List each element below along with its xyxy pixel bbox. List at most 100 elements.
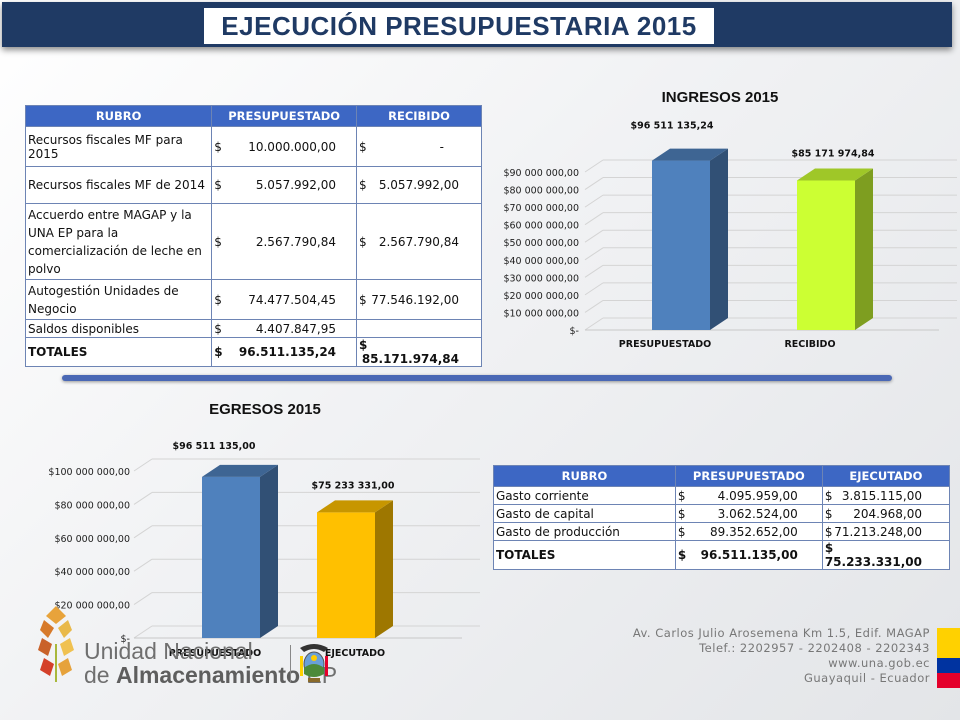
ecuador-coat-of-arms-icon [300, 644, 328, 682]
title-bar: EJECUCIÓN PRESUPUESTARIA 2015 [2, 2, 952, 47]
logo-text-line2: de Almacenamiento EP [84, 662, 337, 689]
gridline-depth [584, 159, 604, 173]
currency-symbol: $ [677, 548, 687, 562]
y-tick-label: $50 000 000,00 [503, 238, 579, 249]
table-row: Autogestión Unidades de Negocio $74.477.… [24, 279, 482, 320]
y-tick-label: $40 000 000,00 [503, 256, 579, 267]
amount: 96.511.135,00 [700, 548, 798, 562]
row-ejecutado: $71.213.248,00 [821, 522, 951, 541]
gridline-depth [584, 229, 604, 243]
gridline-depth [133, 525, 153, 539]
logo-text-line1: Unidad Nacional [84, 638, 253, 664]
logo-text-de: de [84, 662, 116, 688]
table-row: Saldos disponibles $4.407.847,95 [24, 319, 482, 338]
table-row: Gasto corriente $4.095.959,00 $3.815.115… [493, 486, 951, 505]
y-tick-label: $10 000 000,00 [503, 308, 579, 319]
currency-symbol: $ [359, 338, 368, 352]
row-presupuestado: $4.095.959,00 [674, 486, 823, 505]
amount: 2.567.790,84 [255, 234, 337, 249]
currency-symbol: $ [824, 506, 833, 521]
bar-top [652, 148, 728, 161]
amount: 85.171.974,84 [361, 352, 459, 366]
amount: 10.000.000,00 [248, 139, 337, 154]
bar-front [202, 476, 260, 638]
egresos-chart: EGRESOS 2015 $- $20 000 000,00 $40 000 000,… [48, 401, 480, 659]
bar-front [652, 160, 710, 330]
bar-side [260, 464, 278, 638]
table-row: Gasto de producción $89.352.652,00 $71.2… [493, 522, 951, 541]
contact-address-block: Av. Carlos Julio Arosemena Km 1.5, Edif.… [633, 626, 930, 686]
currency-symbol: $ [214, 292, 222, 307]
amount: 5.057.992,00 [378, 178, 459, 192]
row-ejecutado: $204.968,00 [821, 504, 951, 523]
bar-top [797, 168, 873, 181]
gridline-depth [133, 625, 153, 639]
bar-side [375, 500, 393, 638]
bar-side [855, 168, 873, 330]
city-line: Guayaquil - Ecuador [803, 671, 930, 685]
table-header-row: RUBRO PRESUPUESTADO EJECUTADO [493, 465, 951, 487]
gridline-depth [584, 247, 604, 261]
y-tick-label: $80 000 000,00 [54, 500, 130, 511]
gridline-depth [584, 282, 604, 296]
gridline-depth [133, 592, 153, 606]
y-tick-label: $80 000 000,00 [503, 186, 579, 197]
gridline-depth [584, 264, 604, 278]
bar-front [797, 180, 855, 330]
data-label: $85 171 974,84 [792, 148, 875, 159]
y-tick-label: $60 000 000,00 [503, 221, 579, 232]
currency-symbol: $ [824, 524, 833, 539]
table-row: Recursos fiscales MF de 2014 $5.057.992,… [24, 166, 482, 204]
y-tick-label: $- [570, 326, 579, 337]
row-rubro: Recursos fiscales MF de 2014 [24, 166, 213, 204]
currency-symbol: $ [359, 139, 367, 154]
header-rubro: RUBRO [24, 105, 213, 127]
amount: 4.095.959,00 [717, 488, 798, 503]
row-rubro: Gasto de producción [493, 522, 676, 541]
amount: 74.477.504,45 [248, 292, 337, 307]
y-tick-label: $30 000 000,00 [503, 273, 579, 284]
data-label: $96 511 135,24 [631, 121, 714, 132]
bar-side [710, 148, 728, 330]
currency-symbol: $ [214, 321, 222, 336]
totals-label: TOTALES [24, 337, 213, 367]
row-rubro: Autogestión Unidades de Negocio [24, 279, 213, 320]
currency-symbol: $ [824, 541, 834, 555]
address-line: Av. Carlos Julio Arosemena Km 1.5, Edif.… [632, 626, 930, 640]
header-ejecutado: EJECUTADO [821, 465, 951, 487]
row-recibido: $5.057.992,00 [356, 166, 482, 204]
currency-symbol: $ [677, 488, 686, 503]
y-tick-label: $40 000 000,00 [54, 567, 130, 578]
row-presupuestado: $89.352.652,00 [674, 522, 823, 541]
chart-title: EGRESOS 2015 [209, 401, 321, 418]
una-logo-icon [38, 606, 74, 682]
currency-symbol: $ [359, 178, 367, 192]
gridline-depth [133, 558, 153, 572]
table-header-row: RUBRO PRESUPUESTADO RECIBIDO [24, 105, 482, 127]
chart-title: INGRESOS 2015 [662, 89, 779, 106]
row-rubro: Gasto corriente [493, 486, 676, 505]
gridline-depth [584, 300, 604, 313]
amount: 4.407.847,95 [255, 321, 337, 336]
ingresos-chart: INGRESOS 2015 $- $10 000 000,00 $20 000 000… [503, 89, 957, 350]
row-ejecutado: $3.815.115,00 [821, 486, 951, 505]
currency-symbol: $ [214, 178, 222, 192]
egresos-table: RUBRO PRESUPUESTADO EJECUTADO Gasto corr… [493, 465, 951, 570]
gridline-depth [133, 491, 153, 505]
row-rubro: Recursos fiscales MF para 2015 [24, 126, 213, 167]
amount: 5.057.992,00 [255, 178, 337, 192]
header-presupuestado: PRESUPUESTADO [211, 105, 358, 127]
amount: 3.815.115,00 [841, 488, 922, 503]
page-title: EJECUCIÓN PRESUPUESTARIA 2015 [202, 6, 716, 46]
totals-row: TOTALES $96.511.135,00 $75.233.331,00 [493, 540, 951, 570]
totals-presupuestado: $96.511.135,24 [211, 337, 358, 367]
logo-separator [290, 645, 291, 683]
website-link[interactable]: www.una.gob.ec [828, 656, 930, 670]
currency-symbol: $ [214, 139, 222, 154]
table-row: Recursos fiscales MF para 2015 $10.000.0… [24, 126, 482, 167]
data-label: $96 511 135,00 [173, 441, 256, 452]
header-recibido: RECIBIDO [356, 105, 482, 127]
y-tick-label: $100 000 000,00 [48, 467, 130, 478]
bar-top [317, 500, 393, 513]
currency-symbol: $ [677, 506, 686, 521]
